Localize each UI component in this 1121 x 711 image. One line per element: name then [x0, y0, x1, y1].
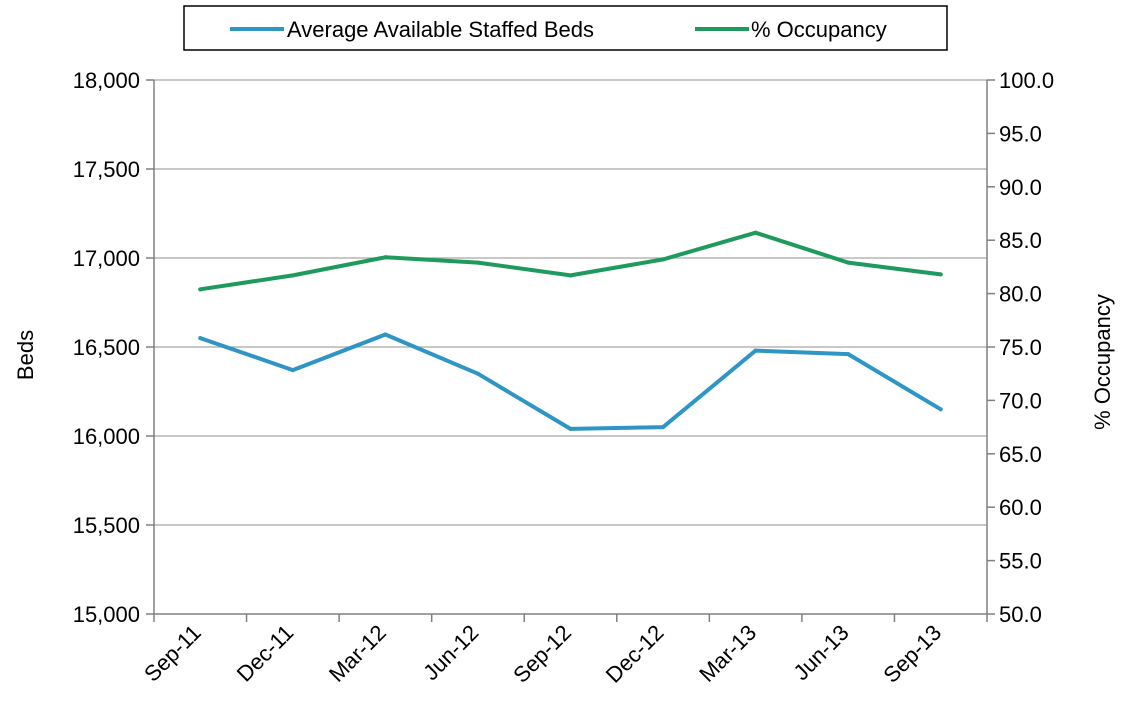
beds-data-point [198, 336, 203, 341]
right-tick-label: 80.0 [999, 282, 1042, 307]
occupancy-data-point [938, 272, 943, 277]
beds-data-point [846, 352, 851, 357]
occupancy-data-point [475, 260, 480, 265]
beds-data-point [475, 371, 480, 376]
x-axis-ticks: Sep-11 Dec-11 Mar-12 Jun-12 Sep-12 Dec-12 Mar-… [139, 614, 988, 688]
left-tick-label: 16,000 [73, 424, 140, 449]
right-tick-label: 95.0 [999, 121, 1042, 146]
left-tick-label: 16,500 [73, 335, 140, 360]
x-tick-label: Sep-12 [508, 620, 576, 688]
x-tick-label: Dec-12 [601, 620, 669, 688]
x-tick-label: Dec-11 [232, 620, 299, 687]
x-tick-label: Sep-13 [878, 620, 946, 688]
x-tick-label: Mar-13 [694, 620, 761, 687]
y2-axis-title: % Occupancy [1090, 294, 1115, 430]
left-tick-label: 15,500 [73, 513, 140, 538]
occupancy-data-point [383, 255, 388, 260]
beds-data-point [290, 368, 295, 373]
beds-data-point [661, 425, 666, 430]
series-line-occupancy [198, 230, 943, 292]
occupancy-data-point [290, 273, 295, 278]
right-tick-label: 100.0 [999, 68, 1054, 93]
legend-label-occupancy: % Occupancy [751, 17, 887, 42]
right-tick-label: 70.0 [999, 388, 1042, 413]
beds-data-point [753, 348, 758, 353]
y-axis-title: Beds [13, 330, 38, 380]
occupancy-data-point [568, 273, 573, 278]
x-tick-label: Sep-11 [139, 620, 206, 687]
left-tick-label: 15,000 [73, 602, 140, 627]
right-tick-label: 85.0 [999, 228, 1042, 253]
legend: Average Available Staffed Beds % Occupan… [183, 5, 948, 51]
gridlines [154, 79, 987, 526]
left-tick-label: 17,500 [73, 157, 140, 182]
beds-data-point [568, 426, 573, 431]
right-tick-label: 55.0 [999, 549, 1042, 574]
right-tick-label: 50.0 [999, 602, 1042, 627]
x-tick-label: Jun-13 [788, 620, 853, 685]
right-tick-label: 75.0 [999, 335, 1042, 360]
left-tick-label: 17,000 [73, 246, 140, 271]
x-tick-label: Jun-12 [418, 620, 483, 685]
series-layer [198, 230, 943, 431]
legend-label-beds: Average Available Staffed Beds [287, 17, 594, 42]
x-tick-label: Mar-12 [324, 620, 391, 687]
right-tick-label: 65.0 [999, 442, 1042, 467]
occupancy-data-point [753, 230, 758, 235]
right-tick-label: 90.0 [999, 175, 1042, 200]
left-tick-label: 18,000 [73, 68, 140, 93]
occupancy-data-point [661, 257, 666, 262]
legend-box [183, 5, 948, 51]
occupancy-data-point [846, 260, 851, 265]
left-axis-ticks: 15,000 15,500 16,000 16,500 17,000 17,500 18,0… [73, 68, 154, 627]
right-tick-label: 60.0 [999, 495, 1042, 520]
beds-data-point [383, 332, 388, 337]
series-line-beds [198, 332, 943, 431]
beds-data-point [938, 407, 943, 412]
right-axis-ticks: 50.0 55.0 60.0 65.0 70.0 75.0 80.0 85.0 90.0 95.0… [987, 68, 1054, 627]
occupancy-data-point [198, 287, 203, 292]
